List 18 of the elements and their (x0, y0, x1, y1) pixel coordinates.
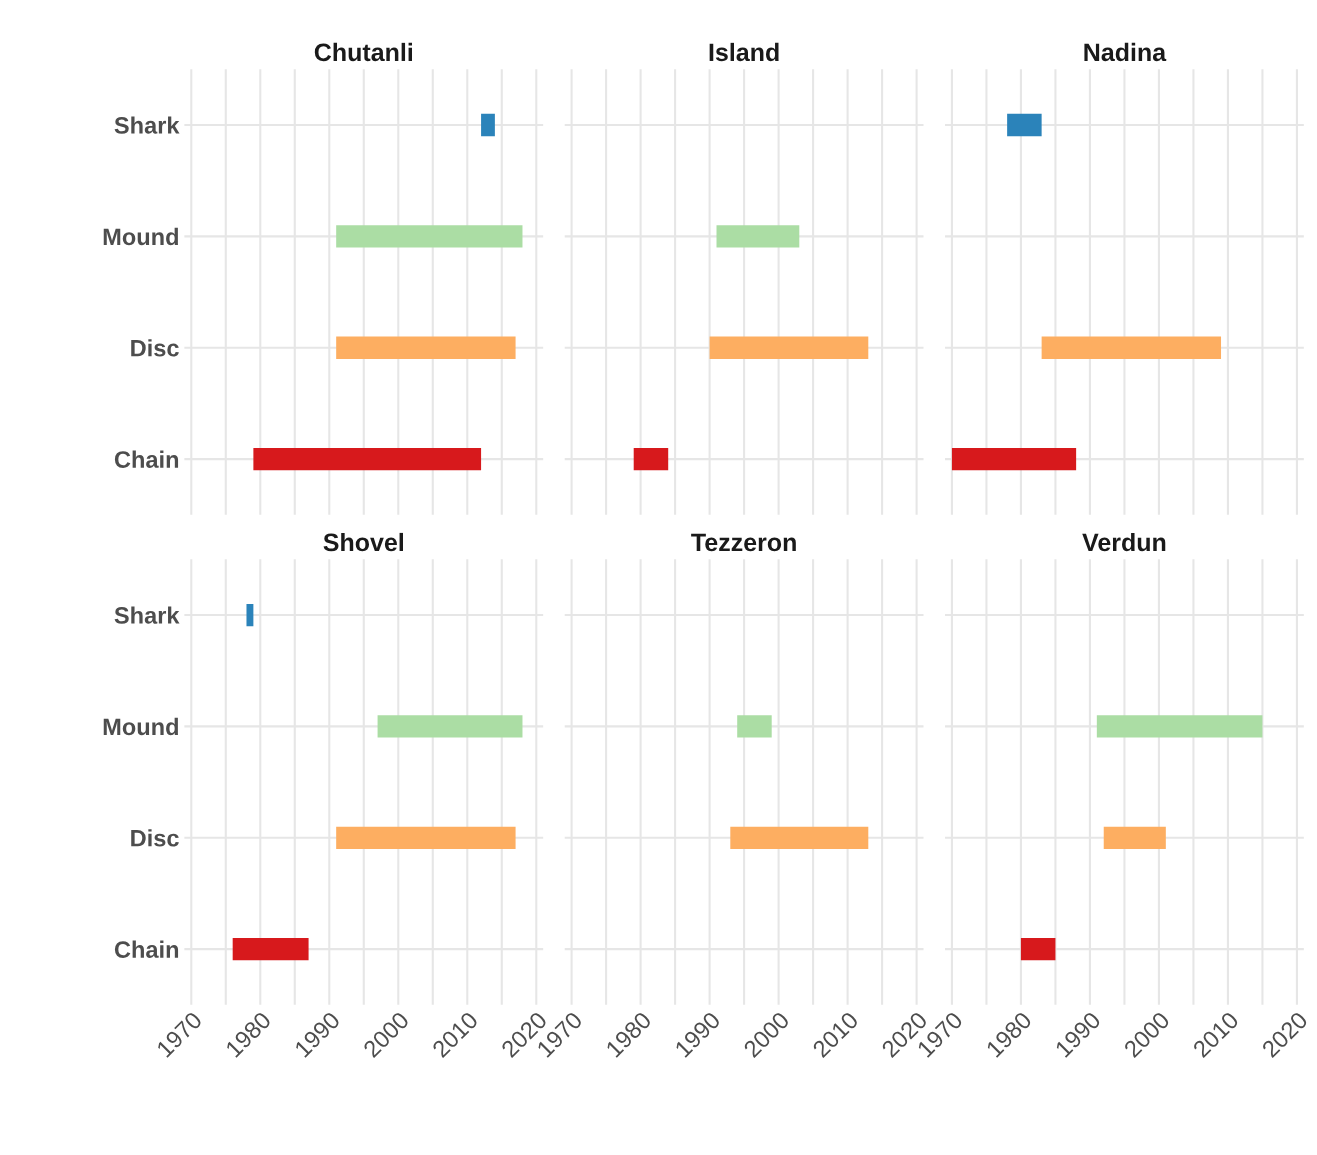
bar (336, 336, 516, 359)
chart-title: Nadina (1084, 42, 1167, 62)
y-tick-label: Shark (114, 606, 180, 624)
y-tick-label: Disc (131, 829, 179, 847)
chart-title: Shovel (323, 532, 403, 552)
y-tick-label: Mound (103, 227, 178, 246)
bar (481, 113, 495, 137)
y-tick-label: Mound (103, 717, 178, 736)
chart-title: Chutanli (314, 42, 413, 62)
chart-title: Island (709, 42, 779, 62)
bar (336, 225, 523, 248)
bar (253, 447, 482, 471)
y-tick-label: Chain (114, 450, 179, 468)
y-tick-label: Shark (114, 116, 180, 134)
chart-title: Verdun (1082, 532, 1166, 552)
chart-title: Tezzeron (691, 533, 796, 552)
y-tick-label: Chain (114, 940, 179, 958)
y-tick-label: Disc (131, 339, 179, 357)
